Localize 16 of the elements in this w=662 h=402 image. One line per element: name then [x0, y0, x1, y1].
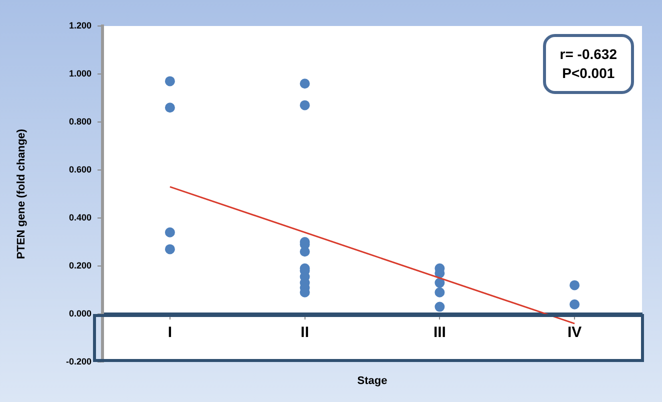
- x-tick-label: I: [168, 324, 172, 342]
- annotation: P<0.001: [561, 64, 616, 83]
- y-tick-label: 1.000: [68, 68, 92, 78]
- x-axis-title: Stage: [357, 375, 388, 387]
- annotation: r= -0.632: [560, 45, 617, 64]
- y-tick-label: 0.200: [68, 260, 92, 270]
- x-tick-label: II: [300, 324, 309, 342]
- y-tick-label: 0.000: [68, 308, 92, 318]
- x-tick-label: IV: [567, 324, 582, 342]
- x-tick-label: III: [433, 324, 446, 342]
- y-tick-label: 0.400: [68, 212, 92, 222]
- y-tick-label: -0.200: [66, 356, 92, 366]
- y-tick-label: 1.200: [68, 20, 92, 30]
- y-tick-label: 0.600: [68, 164, 92, 174]
- y-tick-label: 0.800: [68, 116, 92, 126]
- y-axis-title: PTEN gene (fold change): [16, 128, 28, 260]
